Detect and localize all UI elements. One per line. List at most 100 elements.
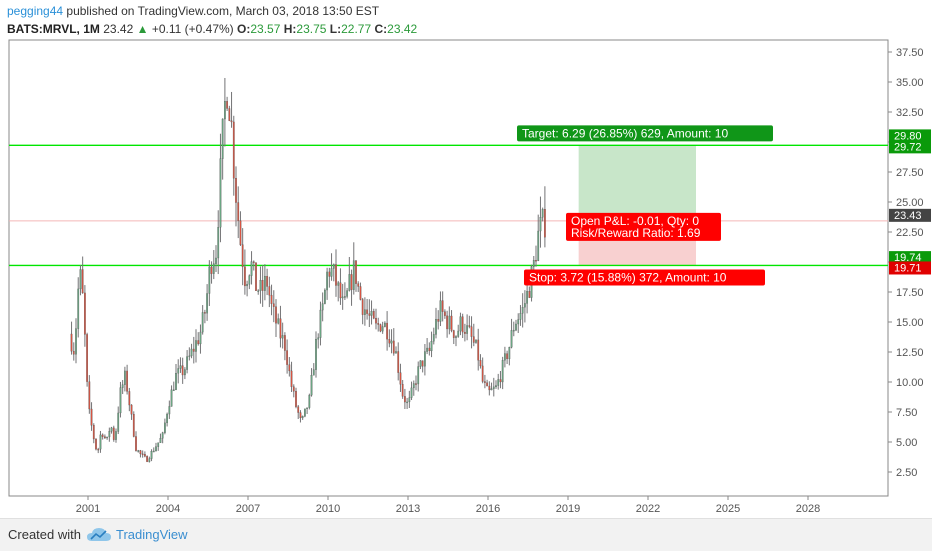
candle-up	[312, 369, 315, 376]
candle-up	[348, 274, 351, 291]
footer: Created with TradingView	[0, 518, 932, 551]
candle-up	[110, 427, 113, 432]
candle-up	[212, 263, 215, 274]
candle-down	[104, 436, 106, 439]
candle-down	[357, 283, 360, 287]
candle-up	[370, 311, 373, 316]
y-tick-label: 27.50	[896, 167, 924, 179]
candle-up	[492, 386, 495, 389]
candle-down	[415, 383, 417, 385]
x-axis[interactable]: 2001 2004 2007 2010 2013 2016 2019 2022 2025 2028	[76, 496, 820, 515]
candle-up	[332, 264, 335, 269]
candle-up	[195, 340, 197, 352]
horizontal-lines[interactable]	[9, 144, 888, 267]
candle-down	[499, 379, 502, 383]
candle-up	[257, 290, 260, 292]
candle-down	[97, 448, 100, 451]
candle-down	[461, 316, 464, 333]
y-tick-label: 7.50	[896, 407, 917, 419]
candle-up	[364, 309, 366, 315]
candle-up	[384, 322, 386, 327]
candle-up	[319, 309, 322, 338]
candle-down	[421, 360, 424, 367]
candle-up	[448, 315, 451, 330]
candle-down	[397, 351, 400, 373]
candle-up	[246, 284, 248, 287]
candle-down	[266, 275, 268, 287]
x-tick-label: 2001	[76, 503, 100, 515]
candle-down	[464, 331, 466, 334]
candle-up	[150, 451, 153, 459]
x-tick-label: 2007	[236, 503, 260, 515]
candle-down	[441, 300, 444, 312]
candle-down	[437, 318, 440, 322]
position-labels[interactable]: Target: 6.29 (26.85%) 629, Amount: 10 Ope…	[517, 125, 773, 286]
tradingview-brand[interactable]: TradingView	[116, 527, 188, 542]
candle-up	[137, 450, 140, 452]
x-tick-label: 2022	[636, 503, 660, 515]
candle-down	[339, 282, 342, 299]
candle-down	[468, 325, 471, 327]
candle-down	[81, 269, 84, 294]
candle-down	[392, 340, 395, 354]
y-tick-label: 15.00	[896, 317, 924, 329]
x-tick-label: 2019	[556, 503, 580, 515]
candle-down	[232, 121, 235, 179]
candle-up	[410, 387, 413, 398]
candle-down	[210, 266, 213, 274]
y-tick-label: 37.50	[896, 47, 924, 59]
candle-up	[172, 389, 175, 391]
candle-up	[152, 450, 155, 453]
candle-down	[361, 299, 364, 315]
candle-down	[192, 348, 195, 352]
candle-up	[341, 296, 344, 299]
candle-down	[88, 381, 91, 410]
candle-up	[206, 293, 208, 314]
low-label: L:	[329, 22, 342, 36]
candle-up	[430, 341, 433, 352]
candle-up	[217, 227, 220, 259]
candle-down	[335, 264, 337, 286]
target-label[interactable]: Target: 6.29 (26.85%) 629, Amount: 10	[517, 125, 773, 142]
candle-up	[524, 303, 526, 308]
candle-up	[264, 275, 266, 291]
candle-down	[228, 108, 231, 121]
candle-down	[95, 438, 97, 450]
candle-up	[281, 335, 284, 339]
candle-down	[141, 453, 144, 456]
candle-down	[350, 274, 353, 290]
price-tag-text: 23.43	[894, 210, 922, 222]
y-tick-label: 35.00	[896, 77, 924, 89]
price-chart[interactable]: Target: 6.29 (26.85%) 629, Amount: 10 Ope…	[0, 0, 932, 518]
candle-up	[177, 368, 180, 374]
candle-up	[215, 257, 217, 264]
candle-down	[404, 396, 406, 403]
candle-up	[175, 373, 177, 390]
candle-down	[270, 294, 273, 304]
candle-up	[248, 275, 251, 285]
candle-up	[77, 288, 80, 329]
candle-up	[166, 413, 168, 424]
candle-up	[224, 101, 226, 120]
publisher-line: pegging44 published on TradingView.com, …	[7, 2, 417, 20]
candle-up	[259, 280, 262, 291]
publisher-username[interactable]: pegging44	[7, 4, 64, 18]
candle-down	[292, 386, 295, 392]
candle-up	[466, 325, 468, 334]
candle-up	[170, 389, 173, 407]
stop-label[interactable]: Stop: 3.72 (15.88%) 372, Amount: 10	[524, 269, 765, 286]
y-axis[interactable]: 2.505.007.5010.0012.5015.0017.5020.0022.…	[888, 47, 924, 479]
candle-down	[535, 260, 537, 262]
price-tag-last	[889, 208, 931, 222]
y-tick-label: 12.50	[896, 347, 924, 359]
candle-up	[121, 384, 124, 388]
candle-down	[252, 261, 255, 263]
candle-down	[372, 311, 375, 319]
candle-down	[204, 312, 206, 314]
x-tick-label: 2013	[396, 503, 420, 515]
candle-up	[108, 431, 111, 438]
candle-down	[72, 350, 75, 355]
candle-down	[544, 209, 546, 238]
tradingview-cloud-icon[interactable]	[86, 527, 112, 548]
